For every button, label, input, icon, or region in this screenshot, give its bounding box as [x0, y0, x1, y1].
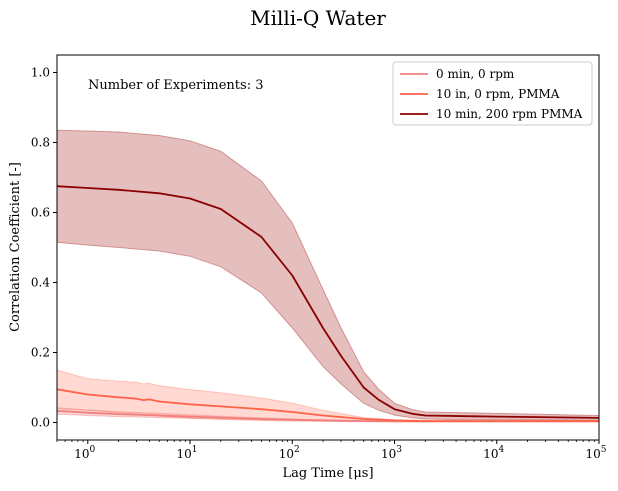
legend: 0 min, 0 rpm 10 in, 0 rpm, PMMA 10 min, 20… — [392, 61, 593, 126]
y-tick-label: 1.0 — [31, 66, 50, 80]
x-tick-label: 105 — [585, 445, 606, 461]
x-tick-label: 103 — [381, 445, 402, 461]
x-tick-label: 102 — [279, 445, 300, 461]
y-tick-label: 0.4 — [31, 276, 50, 290]
series-line-3 — [57, 185, 599, 419]
y-tick-label: 0.0 — [31, 416, 50, 430]
y-tick-label: 0.8 — [31, 136, 50, 150]
legend-label-2: 10 in, 0 rpm, PMMA — [436, 87, 560, 101]
experiments-annotation: Number of Experiments: 3 — [88, 78, 264, 93]
plot-frame — [56, 54, 600, 441]
x-tick-label: 104 — [483, 445, 504, 461]
chart-title: Milli-Q Water — [250, 6, 386, 30]
legend-label-1: 0 min, 0 rpm — [436, 67, 515, 81]
x-tick-label: 101 — [177, 445, 198, 461]
series-band-1 — [57, 407, 599, 423]
y-tick-label: 0.6 — [31, 206, 50, 220]
series-lines — [57, 185, 599, 423]
x-axis-label: Lag Time [μs] — [282, 466, 373, 481]
plot-area — [56, 54, 600, 441]
y-tick-label: 0.2 — [31, 346, 50, 360]
y-axis-label: Correlation Coefficient [-] — [8, 162, 23, 332]
x-axis: 100 101 102 103 104 105 — [56, 440, 607, 461]
legend-label-3: 10 min, 200 rpm PMMA — [436, 107, 583, 121]
x-tick-label: 100 — [74, 445, 95, 461]
legend-frame — [392, 61, 593, 126]
series-band-3 — [57, 129, 599, 421]
y-axis: 0.0 0.2 0.4 0.6 0.8 1.0 — [31, 66, 57, 430]
series-line-2 — [57, 388, 599, 423]
confidence-bands — [57, 129, 599, 423]
